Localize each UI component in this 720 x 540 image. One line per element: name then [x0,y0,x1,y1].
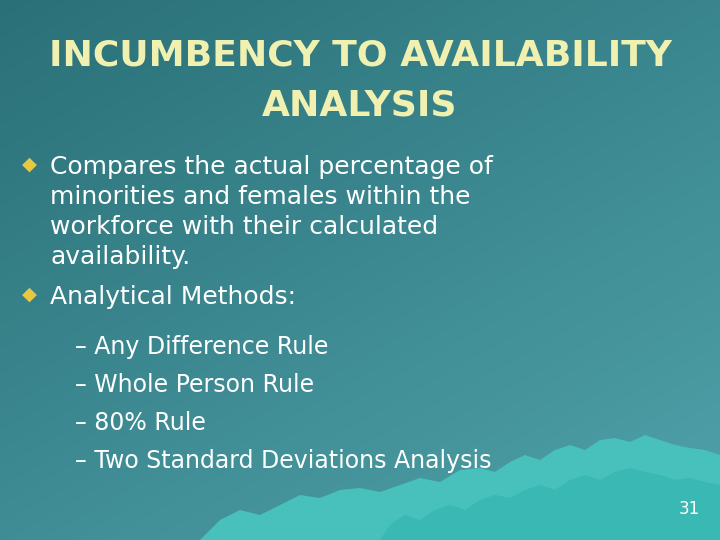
Text: ANALYSIS: ANALYSIS [262,88,458,122]
Text: Compares the actual percentage of: Compares the actual percentage of [50,155,493,179]
Text: Analytical Methods:: Analytical Methods: [50,285,296,309]
Text: – 80% Rule: – 80% Rule [75,411,206,435]
Text: availability.: availability. [50,245,190,269]
Polygon shape [380,468,720,540]
Text: ◆: ◆ [22,285,37,304]
Text: INCUMBENCY TO AVAILABILITY: INCUMBENCY TO AVAILABILITY [48,38,672,72]
Text: workforce with their calculated: workforce with their calculated [50,215,438,239]
Text: – Two Standard Deviations Analysis: – Two Standard Deviations Analysis [75,449,492,473]
Text: 31: 31 [679,500,700,518]
Text: ◆: ◆ [22,155,37,174]
Text: minorities and females within the: minorities and females within the [50,185,470,209]
Text: – Any Difference Rule: – Any Difference Rule [75,335,328,359]
Text: – Whole Person Rule: – Whole Person Rule [75,373,314,397]
Polygon shape [200,435,720,540]
